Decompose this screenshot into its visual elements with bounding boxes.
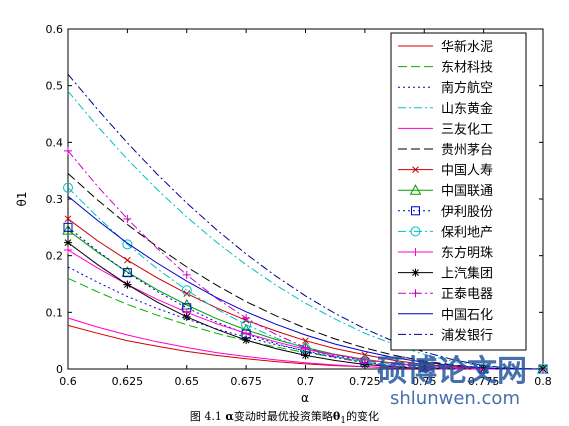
figure-caption: 图 4.1 α变动时最优投资策略θ1的变化: [0, 408, 569, 426]
x-tick-label: 0.675: [230, 375, 262, 388]
legend-entry: 东材科技: [398, 61, 493, 76]
legend-entry: 中国联通: [398, 184, 493, 199]
x-tick-label: 0.7: [297, 375, 315, 388]
legend-label: 保利地产: [441, 225, 493, 240]
legend-label: 中国联通: [441, 184, 493, 199]
data-point: [63, 182, 73, 193]
legend-entry: 贵州茅台: [398, 143, 493, 158]
y-axis-label: θ1: [15, 192, 29, 207]
legend-entry: 上汽集团: [398, 266, 493, 282]
legend-entry: 浦发银行: [398, 327, 493, 343]
legend-label: 南方航空: [441, 80, 493, 96]
y-tick-label: 0.4: [46, 136, 64, 149]
y-tick-label: 0.6: [46, 23, 64, 36]
x-tick-label: 0.8: [534, 375, 552, 388]
x-tick-label: 0.775: [468, 375, 500, 388]
data-point: [182, 312, 191, 321]
legend-label: 华新水泥: [441, 39, 493, 55]
caption-prefix: 图 4.1: [189, 410, 222, 423]
data-point: [409, 184, 422, 195]
data-point: [410, 226, 421, 237]
y-tick-label: 0.1: [46, 306, 64, 319]
data-point: [182, 270, 191, 279]
x-axis-label: α: [301, 391, 309, 405]
data-point: [123, 280, 132, 289]
data-point: [123, 214, 132, 223]
caption-middle: 变动时最优投资策略: [233, 410, 333, 423]
legend: 华新水泥东材科技南方航空山东黄金三友化工贵州茅台中国人寿中国联通伊利股份保利地产…: [390, 32, 527, 351]
caption-theta: θ: [332, 410, 341, 423]
data-point: [411, 289, 420, 298]
x-tick-label: 0.6: [59, 375, 77, 388]
caption-alpha: α: [225, 410, 234, 423]
series-line: [67, 90, 544, 370]
legend-label: 伊利股份: [441, 205, 493, 220]
x-tick-label: 0.65: [175, 375, 200, 388]
caption-suffix: 的变化: [346, 410, 380, 423]
y-tick-label: 0.5: [46, 80, 64, 93]
legend-label: 贵州茅台: [441, 143, 493, 158]
legend-entry: 山东黄金: [398, 101, 493, 117]
legend-entry: 华新水泥: [398, 39, 493, 55]
legend-label: 中国人寿: [441, 164, 493, 179]
legend-entry: 保利地产: [398, 225, 493, 240]
x-tick-label: 0.625: [112, 375, 144, 388]
legend-label: 浦发银行: [441, 327, 493, 343]
series-layer: [62, 73, 549, 374]
data-point: [63, 222, 73, 232]
y-tick-label: 0.3: [46, 193, 64, 206]
data-point: [124, 256, 131, 264]
data-point: [411, 206, 420, 216]
data-point: [302, 337, 309, 345]
y-tick-label: 0: [56, 363, 63, 376]
data-point: [242, 336, 251, 345]
series-4: [67, 90, 544, 370]
data-point: [64, 146, 72, 155]
data-point: [181, 285, 192, 296]
legend-entry: 正泰电器: [398, 287, 493, 302]
legend-label: 三友化工: [441, 121, 493, 137]
legend-entry: 三友化工: [398, 121, 493, 137]
data-point: [301, 343, 310, 352]
legend-label: 山东黄金: [441, 101, 493, 117]
x-tick-label: 0.725: [349, 375, 381, 388]
legend-label: 中国石化: [441, 308, 493, 323]
legend-label: 东方明珠: [441, 245, 493, 261]
series-14: [67, 195, 543, 370]
legend-entry: 伊利股份: [398, 205, 493, 220]
data-point: [121, 266, 134, 277]
legend-box: [390, 32, 527, 351]
legend-entry: 东方明珠: [398, 245, 493, 261]
data-point: [411, 268, 420, 277]
axis-ticks: 0.6 0.625 0.65 0.675 0.7 0.725 0.75 0.775 0.800.…: [46, 23, 552, 388]
data-point: [62, 224, 74, 235]
data-point: [64, 246, 72, 254]
legend-entry: 中国石化: [398, 308, 493, 323]
legend-entry: 中国人寿: [398, 164, 493, 179]
data-point: [412, 166, 419, 173]
data-point: [64, 238, 72, 247]
y-tick-label: 0.2: [46, 250, 64, 263]
legend-label: 正泰电器: [441, 287, 493, 302]
caption-theta-sub: 1: [340, 415, 347, 426]
series-line: [67, 195, 543, 370]
x-tick-label: 0.75: [412, 375, 437, 388]
legend-entry: 南方航空: [398, 80, 493, 96]
data-point: [301, 351, 310, 360]
data-point: [242, 314, 251, 322]
data-point: [64, 215, 72, 223]
series-15: [67, 73, 544, 370]
data-point: [242, 329, 251, 338]
data-point: [411, 248, 420, 256]
legend-label: 上汽集团: [441, 266, 493, 282]
legend-label: 东材科技: [441, 61, 493, 76]
data-point: [122, 239, 133, 250]
data-point: [183, 290, 191, 297]
data-point: [122, 268, 132, 278]
series-line: [67, 73, 544, 370]
